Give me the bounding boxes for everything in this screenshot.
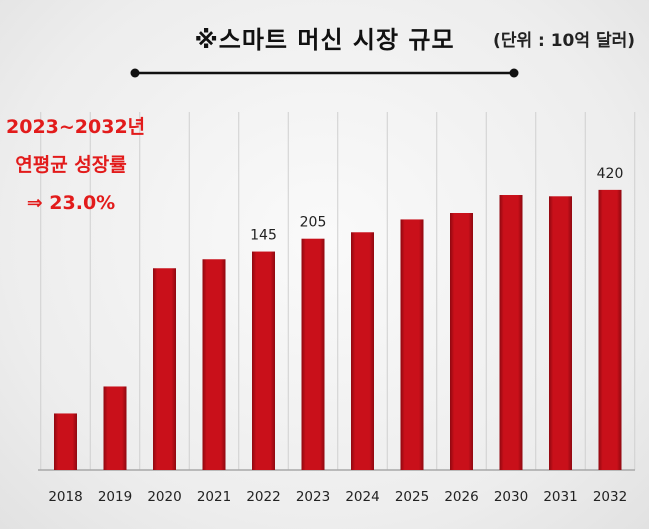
tick-label-2018: 2018 (48, 489, 82, 505)
tick-label-2031: 2031 (543, 489, 577, 505)
bar-2018 (54, 413, 77, 470)
tick-label-2026: 2026 (444, 489, 478, 505)
tick-label-2024: 2024 (345, 489, 379, 505)
bar-2020 (153, 268, 176, 470)
bar-2021 (202, 259, 226, 470)
tick-label-2025: 2025 (395, 489, 429, 505)
unit-note: (단위 : 10억 달러) (493, 31, 635, 51)
tick-label-2030: 2030 (494, 489, 528, 505)
data-label-2022: 145 (250, 228, 277, 244)
tick-label-2021: 2021 (197, 489, 231, 505)
tick-label-2023: 2023 (296, 489, 330, 505)
bar-2030 (499, 195, 523, 470)
tick-label-2022: 2022 (246, 489, 280, 505)
bar-2032 (598, 189, 622, 470)
tick-label-2032: 2032 (593, 489, 627, 505)
data-label-2023: 205 (300, 215, 327, 231)
tick-label-2020: 2020 (147, 489, 181, 505)
bar-2022 (252, 251, 275, 470)
bar-2026 (450, 213, 473, 470)
chart-title: ※스마트 머신 시장 규모 (194, 26, 455, 54)
bar-2031 (549, 196, 572, 471)
cagr-value: ⇒ 23.0% (26, 192, 116, 214)
timeline-end-dot (509, 68, 519, 78)
bar-2025 (400, 219, 424, 470)
bar-2023 (301, 238, 325, 470)
bar-2019 (103, 386, 127, 470)
cagr-period: 2023~2032년 (6, 116, 146, 138)
cagr-label: 연평균 성장률 (15, 154, 127, 176)
data-label-2032: 420 (597, 166, 624, 182)
bar-2024 (351, 232, 374, 470)
timeline-start-dot (130, 68, 140, 78)
cagr-annotation: 2023~2032년 연평균 성장률 ⇒ 23.0% (6, 108, 146, 222)
tick-label-2019: 2019 (98, 489, 132, 505)
